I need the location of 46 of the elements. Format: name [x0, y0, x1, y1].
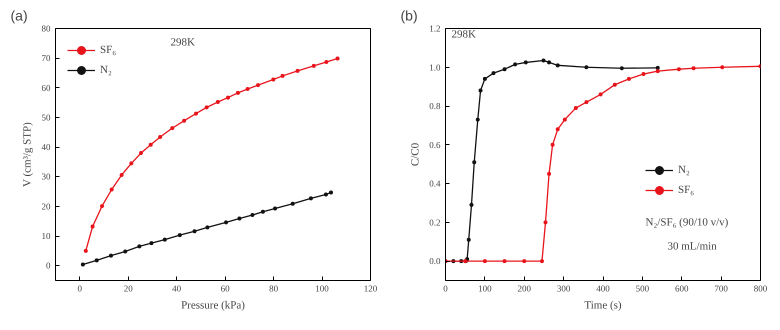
- y-tick-label: 1.2: [429, 24, 440, 34]
- legend-label: N₂: [678, 164, 691, 176]
- y-tick-label: 0: [46, 260, 51, 271]
- x-tick-label: 120: [364, 284, 378, 294]
- annotation: 298K: [452, 28, 476, 40]
- y-tick-label: 60: [42, 82, 51, 93]
- x-tick-label: 100: [478, 284, 492, 294]
- annotation: 298K: [170, 36, 195, 48]
- legend-label: N₂: [100, 64, 113, 76]
- x-tick-label: 100: [315, 284, 330, 294]
- x-tick-label: 300: [556, 284, 571, 294]
- y-tick-label: 80: [42, 24, 51, 34]
- y-tick-label: 70: [42, 53, 51, 64]
- x-tick-label: 20: [124, 284, 134, 294]
- y-tick-label: 1.0: [429, 62, 441, 72]
- x-tick-label: 0: [77, 284, 82, 294]
- annotation: 30 mL/min: [668, 240, 718, 252]
- x-tick-label: 500: [636, 284, 650, 294]
- legend-label: SF₆: [678, 184, 696, 196]
- x-tick-label: 400: [596, 284, 610, 294]
- y-tick-label: 0.8: [429, 101, 441, 112]
- x-axis-title: Time (s): [584, 300, 622, 312]
- y-tick-label: 20: [42, 201, 51, 212]
- chart-title: (a): [10, 8, 28, 24]
- y-tick-label: 40: [42, 142, 51, 152]
- x-tick-label: 700: [714, 284, 728, 294]
- y-tick-label: 50: [42, 112, 51, 122]
- x-tick-label: 80: [269, 284, 279, 294]
- x-tick-label: 0: [443, 284, 448, 294]
- x-tick-label: 40: [172, 284, 182, 294]
- y-axis-title: C/C0: [409, 142, 422, 166]
- y-axis-title: V (cm³/g STP): [22, 122, 34, 188]
- annotation: N₂/SF₆ (90/10 v/v): [646, 216, 729, 228]
- y-tick-label: 0.6: [429, 140, 441, 150]
- y-tick-label: 30: [42, 172, 51, 182]
- y-tick-label: 0.4: [429, 178, 441, 189]
- y-tick-label: 0.2: [429, 217, 440, 228]
- x-tick-label: 600: [675, 284, 689, 294]
- x-tick-label: 60: [220, 284, 230, 294]
- y-tick-label: 10: [42, 231, 51, 242]
- legend-label: SF₆: [100, 44, 118, 56]
- x-tick-label: 200: [518, 284, 532, 294]
- x-axis-title: Pressure (kPa): [181, 300, 246, 312]
- x-tick-label: 800: [754, 284, 768, 294]
- y-tick-label: 0.0: [429, 256, 441, 266]
- chart-title: (b): [400, 8, 418, 24]
